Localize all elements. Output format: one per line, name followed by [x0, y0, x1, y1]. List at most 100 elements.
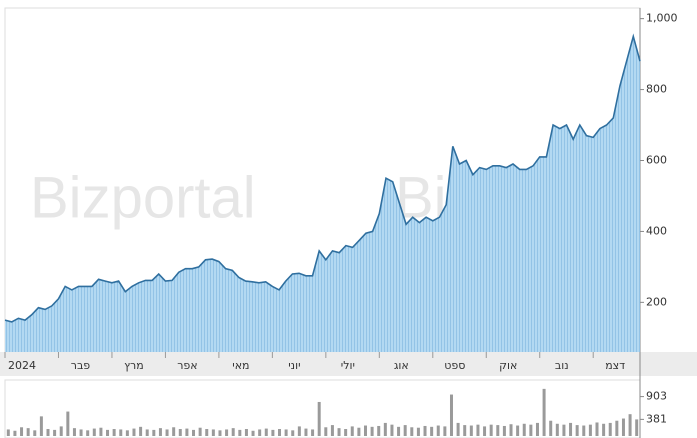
y-tick-label: 600 [646, 153, 667, 166]
volume-bar [26, 428, 30, 436]
volume-bar [608, 422, 612, 436]
volume-bar [390, 424, 394, 436]
volume-bar [39, 416, 43, 436]
x-axis-band [0, 352, 697, 376]
volume-bar [106, 429, 110, 436]
volume-bar [304, 428, 308, 436]
volume-bar [205, 429, 209, 436]
y-tick-label: 200 [646, 295, 667, 308]
volume-bar [152, 429, 156, 436]
volume-bar [549, 420, 553, 436]
volume-bar [555, 423, 559, 436]
volume-bar [582, 425, 586, 436]
x-tick-label: מרץ [124, 359, 144, 372]
x-tick-label: דצמ [605, 359, 625, 372]
x-tick-label: מאי [232, 359, 249, 372]
volume-bar [238, 429, 242, 436]
y-tick-label: 400 [646, 224, 667, 237]
volume-bar [588, 424, 592, 436]
x-tick-label: פבר [71, 359, 91, 372]
volume-bar [350, 426, 354, 436]
volume-bar [86, 430, 90, 436]
volume-bar [502, 425, 506, 436]
volume-bar [535, 422, 539, 436]
volume-bar [46, 429, 50, 436]
volume-bar [225, 429, 229, 436]
volume-bar [251, 430, 255, 436]
volume-bar [139, 426, 143, 436]
volume-bar [132, 428, 136, 436]
volume-bar [542, 388, 546, 436]
volume-bar [595, 422, 599, 436]
volume-bar [192, 429, 196, 436]
volume-bar [337, 428, 341, 436]
volume-bar [522, 423, 526, 436]
price-line [4, 33, 641, 323]
volume-bar [562, 424, 566, 436]
volume-bar [370, 426, 374, 436]
x-tick-label: ספט [444, 359, 465, 372]
volume-bar [575, 425, 579, 436]
volume-bar [158, 428, 162, 436]
volume-bar [311, 429, 315, 436]
volume-bar [443, 426, 447, 436]
volume-bar [363, 425, 367, 436]
volume-bar [569, 422, 573, 436]
x-tick-label: אפר [177, 359, 197, 372]
volume-bar [297, 426, 301, 436]
volume-bar [53, 429, 57, 436]
volume-bar [529, 424, 533, 436]
y-tick-label: 800 [646, 83, 667, 96]
volume-bar [99, 427, 103, 436]
volume-bar [79, 429, 83, 436]
volume-bar [284, 429, 288, 436]
volume-bar [13, 430, 17, 436]
volume-bar [430, 426, 434, 436]
volume-bar [317, 401, 321, 436]
volume-bar [231, 428, 235, 436]
volume-bar [72, 428, 76, 436]
x-tick-label: נוב [555, 359, 569, 372]
volume-bar [423, 425, 427, 436]
volume-bar [635, 419, 639, 436]
volume-bar [145, 429, 149, 436]
volume-bar [178, 429, 182, 436]
volume-bar [211, 429, 215, 436]
volume-bar [271, 429, 275, 436]
volume-bar [125, 430, 129, 436]
volume-bar [509, 424, 513, 436]
volume-bar [59, 426, 63, 436]
volume-bar [92, 428, 96, 436]
x-tick-label: אוק [499, 359, 517, 372]
volume-bar [172, 427, 176, 436]
volume-bar [33, 430, 37, 436]
volume-bar [377, 425, 381, 436]
volume-bar [449, 394, 453, 436]
volume-bar [489, 424, 493, 436]
volume-bar [330, 425, 334, 436]
volume-bar [602, 423, 606, 436]
volume-bar [496, 425, 500, 436]
volume-bar [244, 429, 248, 436]
volume-bar [416, 427, 420, 436]
volume-bar [410, 427, 414, 436]
volume-bar [165, 429, 169, 436]
volume-bar [218, 430, 222, 436]
volume-tick-label: 903 [646, 390, 667, 403]
volume-bar [628, 414, 632, 436]
volume-bar [516, 425, 520, 436]
volume-bar [119, 429, 123, 436]
volume-bar [198, 427, 202, 436]
volume-bar [344, 429, 348, 436]
volume-bar [357, 427, 361, 436]
volume-bar [483, 426, 487, 436]
volume-bar [264, 428, 268, 436]
volume-bar [476, 424, 480, 436]
volume-bar [456, 422, 460, 436]
volume-bar [291, 430, 295, 436]
volume-bar [397, 426, 401, 436]
x-tick-label: יולי [341, 359, 355, 372]
volume-bar [383, 422, 387, 436]
x-tick-label: יוני [288, 359, 300, 372]
